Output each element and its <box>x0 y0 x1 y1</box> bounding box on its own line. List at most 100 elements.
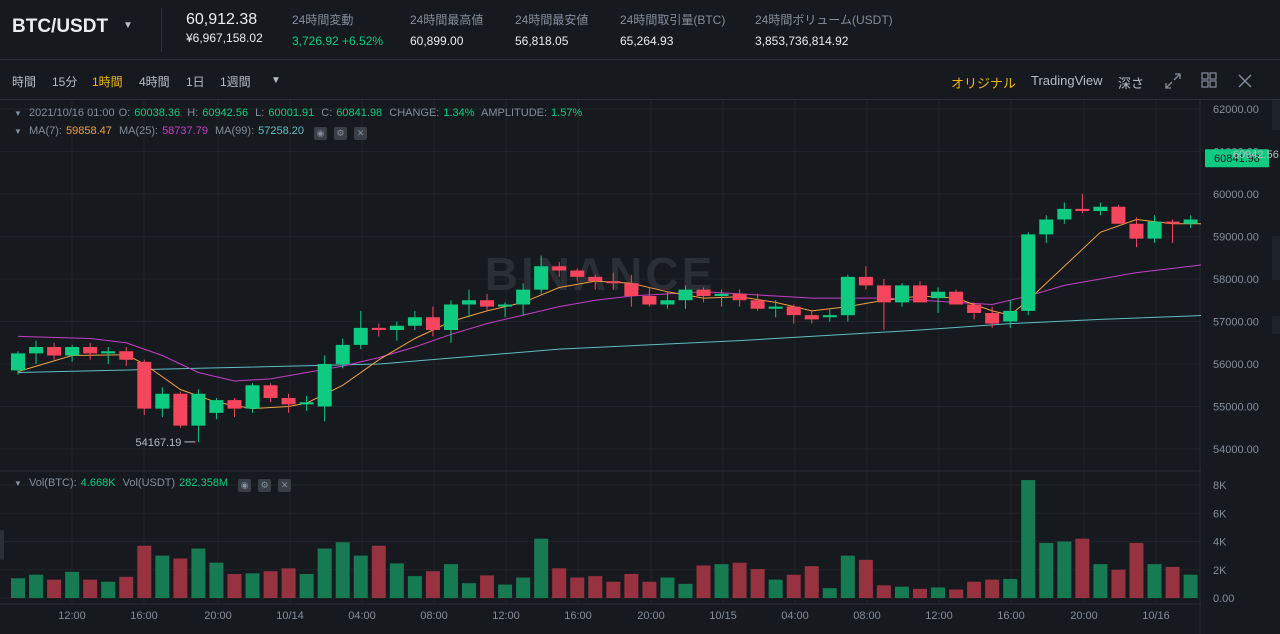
time-tick-label: 10/15 <box>709 610 737 622</box>
volume-bar <box>840 555 855 598</box>
volume-bar <box>245 573 260 598</box>
time-tick-label: 20:00 <box>1070 610 1098 622</box>
volume-bar <box>173 558 188 598</box>
volume-bar <box>47 579 62 598</box>
timeframe-1w[interactable]: 1週間 <box>220 75 251 89</box>
pair-selector[interactable]: BTC/USDT <box>12 16 109 37</box>
time-tick-label: 16:00 <box>130 610 158 622</box>
ohlc-legend: ▼ 2021/10/16 01:00 O: 60038.36 H: 60942.56 … <box>14 107 583 119</box>
timeframe-time[interactable]: 時間 <box>12 75 37 89</box>
price-tick-label: 62000.00 <box>1213 104 1259 116</box>
view-original[interactable]: オリジナル <box>951 76 1017 91</box>
candle-body <box>606 281 621 284</box>
volume-bar <box>480 575 495 598</box>
stat-value: 3,853,736,814.92 <box>755 34 849 48</box>
close-icon[interactable]: ✕ <box>278 479 292 492</box>
eye-icon[interactable]: ◉ <box>238 479 252 492</box>
stat-value: 60,899.00 <box>410 34 464 48</box>
candle-body <box>119 351 134 360</box>
chart-area[interactable]: BINANCE 62000.0061000.0060000.0059000.00… <box>0 96 1280 634</box>
volume-tick-label: 4K <box>1213 537 1227 549</box>
candle-body <box>11 353 25 371</box>
volume-tick-label: 8K <box>1213 480 1227 492</box>
legend-high: 60942.56 <box>202 107 249 119</box>
legend-change: 1.34% <box>443 107 475 119</box>
stat-value: 3,726.92 +6.52% <box>292 34 384 48</box>
close-icon[interactable]: ✕ <box>354 127 368 140</box>
volume-bar <box>985 579 1000 598</box>
candle-body <box>714 293 729 296</box>
price-tick-label: 55000.00 <box>1213 402 1259 414</box>
candle-body <box>101 351 116 354</box>
fullscreen-icon[interactable] <box>1165 73 1181 89</box>
volume-bar <box>101 581 116 598</box>
close-icon[interactable] <box>1238 74 1252 88</box>
volume-bar <box>949 589 964 598</box>
chevron-down-icon[interactable]: ▼ <box>271 75 281 86</box>
legend-h-label: H: <box>187 107 199 119</box>
stat-label: 24時間最安値 <box>515 13 589 27</box>
high-marker-label: 60942.56 <box>1233 149 1279 161</box>
time-tick-label: 12:00 <box>58 610 86 622</box>
volume-bar <box>389 563 404 598</box>
volume-bar <box>443 564 458 598</box>
volume-bar <box>1075 538 1090 598</box>
volume-bar <box>552 568 567 598</box>
timeframe-1h[interactable]: 1時間 <box>92 75 123 89</box>
candle-body <box>299 402 314 405</box>
volume-bar <box>1129 542 1144 598</box>
legend-ma7-label: MA(7): <box>28 125 62 137</box>
candle-body <box>263 385 278 398</box>
stat-value: 56,818.05 <box>515 34 569 48</box>
time-tick-label: 08:00 <box>853 610 881 622</box>
volume-bar <box>155 555 170 598</box>
candle-body <box>371 327 386 330</box>
chevron-down-icon[interactable]: ▼ <box>123 20 133 31</box>
timeframe-4h[interactable]: 4時間 <box>139 75 170 89</box>
timeframe-15m[interactable]: 15分 <box>52 75 78 89</box>
time-tick-label: 16:00 <box>997 610 1025 622</box>
volume-bar <box>317 548 332 598</box>
candle-body <box>1039 219 1054 235</box>
volume-tick-label: 6K <box>1213 508 1227 520</box>
legend-change-label: CHANGE: <box>389 107 440 119</box>
eye-icon[interactable]: ◉ <box>314 127 328 140</box>
candle-body <box>786 306 801 316</box>
view-depth[interactable]: 深さ <box>1118 76 1145 91</box>
left-collapse-tab <box>0 530 4 560</box>
volume-bar <box>1021 480 1036 598</box>
candle-body <box>1057 208 1072 220</box>
candle-body <box>1183 219 1198 224</box>
grid-layout-icon[interactable] <box>1201 72 1217 88</box>
candle-body <box>642 296 657 305</box>
volume-bar <box>371 545 386 598</box>
volume-bar <box>967 581 982 598</box>
legend-vol-btc: 4.668K <box>80 477 116 489</box>
volume-bar <box>407 576 422 598</box>
volume-bar <box>1111 569 1126 598</box>
stat-value: 65,264.93 <box>620 34 674 48</box>
volume-bar <box>570 577 585 598</box>
candle-body <box>804 315 819 320</box>
volume-bar <box>750 569 765 598</box>
view-tradingview[interactable]: TradingView <box>1031 73 1103 88</box>
volume-bar <box>696 565 711 598</box>
settings-icon[interactable]: ⚙ <box>258 479 272 492</box>
candlestick-chart[interactable]: BINANCE 62000.0061000.0060000.0059000.00… <box>0 96 1280 634</box>
candle-body <box>83 347 98 354</box>
timeframe-1d[interactable]: 1日 <box>186 75 205 89</box>
volume-bar <box>191 548 206 598</box>
candle-body <box>949 291 964 305</box>
candle-body <box>732 293 747 301</box>
volume-bar <box>353 555 368 598</box>
volume-bar <box>660 577 675 598</box>
time-tick-label: 12:00 <box>492 610 520 622</box>
candle-body <box>137 361 152 409</box>
stat-24h-high: 24時間最高値 60,899.00 <box>410 11 483 48</box>
legend-ma99-label: MA(99): <box>215 125 255 137</box>
legend-vol-usdt: 282.358M <box>179 477 229 489</box>
legend-vol-usdt-label: Vol(USDT) <box>122 477 176 489</box>
settings-icon[interactable]: ⚙ <box>334 127 348 140</box>
volume-bar <box>624 573 639 598</box>
stat-24h-change: 24時間変動 3,726.92 +6.52% <box>292 11 383 48</box>
